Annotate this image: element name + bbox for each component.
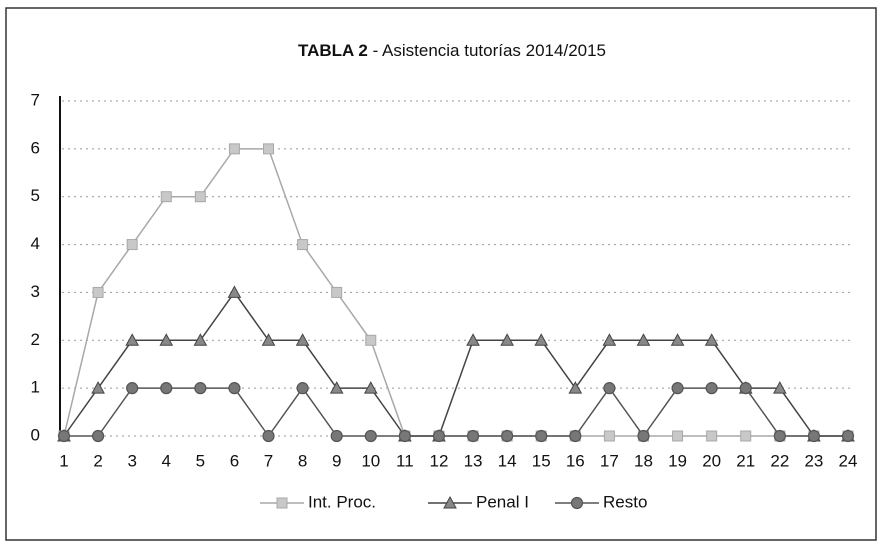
y-tick-label: 4 [31, 234, 40, 253]
data-point [92, 286, 104, 298]
data-point [807, 429, 821, 443]
legend-label: Int. Proc. [308, 492, 376, 511]
data-point [365, 334, 377, 346]
title-bold: TABLA 2 [298, 41, 368, 60]
data-point [228, 143, 240, 155]
data-point [534, 333, 549, 346]
data-point [261, 333, 276, 346]
x-tick-label: 9 [332, 451, 341, 470]
series-line [63, 291, 848, 437]
x-tick-label: 5 [196, 451, 205, 470]
data-point [501, 429, 514, 443]
data-point [193, 333, 208, 346]
x-tick-label: 4 [162, 451, 171, 470]
data-point [126, 382, 139, 395]
x-tick-label: 23 [804, 451, 823, 470]
x-tick-label: 13 [464, 451, 483, 470]
data-point [297, 239, 309, 251]
data-point [672, 430, 684, 442]
legend-label: Resto [603, 492, 647, 511]
x-tick-label: 19 [668, 451, 687, 470]
x-tick-label: 21 [736, 451, 755, 470]
data-point [568, 381, 583, 394]
x-tick-label: 22 [770, 451, 789, 470]
x-tick-label: 15 [532, 451, 551, 470]
legend-label: Penal I [476, 492, 529, 511]
data-point [91, 429, 105, 443]
data-point [329, 381, 344, 394]
data-point [228, 382, 241, 395]
data-point [603, 382, 616, 395]
data-point [227, 285, 242, 298]
data-point [466, 429, 480, 443]
data-point [160, 382, 173, 395]
data-point [740, 430, 752, 442]
data-point [466, 333, 480, 346]
data-point [363, 381, 378, 394]
x-tick-label: 3 [127, 451, 136, 470]
data-point [772, 381, 787, 394]
data-point [602, 333, 617, 346]
data-point [637, 429, 650, 443]
data-point [603, 430, 615, 442]
x-tick-label: 14 [498, 451, 517, 470]
data-point [398, 429, 411, 443]
y-tick-label: 5 [31, 186, 40, 205]
data-point [194, 382, 207, 395]
y-tick-label: 3 [31, 282, 40, 301]
legend-marker [570, 496, 584, 510]
data-point [773, 429, 786, 443]
data-point [364, 429, 377, 443]
data-point [194, 191, 206, 203]
data-point [263, 143, 275, 155]
x-tick-label: 7 [264, 451, 273, 470]
chart-title: TABLA 2 - Asistencia tutorías 2014/2015 [298, 41, 606, 60]
data-point [160, 191, 172, 203]
x-tick-label: 2 [93, 451, 102, 470]
data-point [671, 382, 684, 395]
data-point [330, 429, 343, 443]
data-point [295, 333, 310, 346]
data-point [670, 333, 685, 346]
y-tick-label: 1 [31, 378, 40, 397]
x-tick-label: 16 [566, 451, 585, 470]
x-tick-label: 1 [59, 451, 68, 470]
title-rest: - Asistencia tutorías 2014/2015 [368, 41, 606, 60]
legend-marker [443, 495, 457, 509]
data-point [432, 429, 446, 443]
x-tick-label: 11 [396, 451, 414, 470]
x-tick-label: 24 [839, 451, 858, 470]
x-tick-label: 18 [634, 451, 653, 470]
data-point [706, 430, 718, 442]
x-tick-label: 6 [230, 451, 239, 470]
data-point [535, 429, 548, 443]
x-tick-label: 20 [702, 451, 721, 470]
x-tick-label: 8 [298, 451, 307, 470]
data-point [569, 429, 582, 443]
data-point [705, 382, 718, 395]
data-point [636, 333, 651, 346]
data-point [159, 333, 174, 346]
y-tick-label: 0 [31, 425, 40, 444]
x-tick-label: 17 [600, 451, 619, 470]
y-tick-label: 6 [31, 138, 40, 157]
x-tick-label: 10 [361, 451, 380, 470]
data-point [739, 382, 752, 395]
data-point [126, 239, 138, 251]
data-point [331, 286, 343, 298]
data-point [262, 429, 275, 443]
x-tick-label: 12 [429, 451, 448, 470]
data-point [91, 381, 105, 394]
data-point [57, 429, 71, 443]
y-tick-label: 2 [31, 330, 40, 349]
legend-marker [276, 497, 288, 509]
data-point [841, 429, 855, 443]
data-point [500, 333, 514, 346]
data-point [704, 333, 719, 346]
data-point [125, 333, 140, 346]
chart-frame [5, 7, 877, 541]
data-point [296, 382, 309, 395]
y-tick-label: 7 [31, 90, 40, 109]
